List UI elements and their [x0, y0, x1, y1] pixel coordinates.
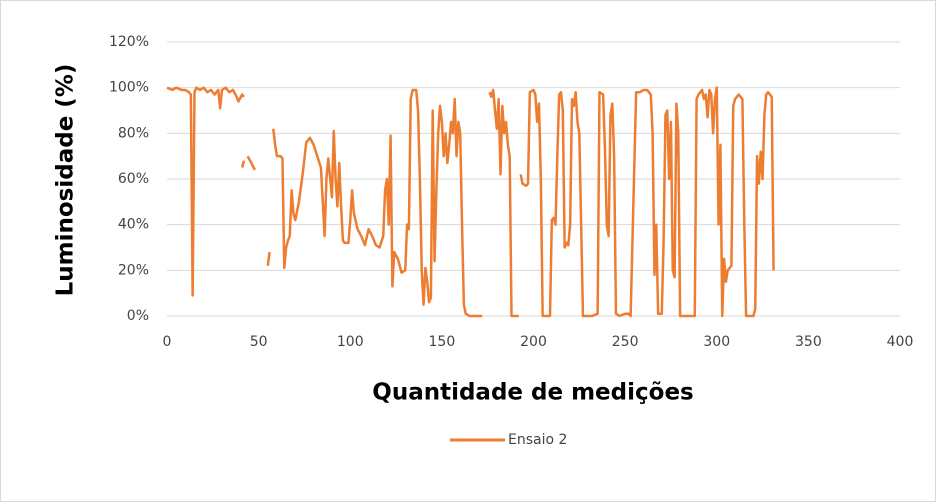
- x-tick-label: 300: [703, 334, 730, 350]
- y-tick-label: 40%: [118, 217, 149, 233]
- y-tick-label: 0%: [127, 308, 149, 324]
- y-tick-label: 100%: [109, 80, 149, 96]
- y-axis-title: Luminosidade (%): [53, 64, 79, 297]
- data-line: [166, 86, 775, 318]
- x-tick-label: 350: [795, 334, 822, 350]
- y-tick-label: 120%: [109, 34, 149, 50]
- x-axis-title: Quantidade de medições: [372, 380, 693, 406]
- x-tick-label: 50: [250, 334, 268, 350]
- x-tick-label: 150: [429, 334, 456, 350]
- x-tick-label: 250: [612, 334, 639, 350]
- x-tick-label: 200: [520, 334, 547, 350]
- y-tick-label: 80%: [118, 125, 149, 141]
- y-tick-label: 60%: [118, 171, 149, 187]
- x-tick-label: 100: [337, 334, 364, 350]
- legend-label: Ensaio 2: [508, 432, 567, 448]
- x-tick-label: 400: [887, 334, 914, 350]
- x-tick-label: 0: [163, 334, 172, 350]
- y-tick-label: 20%: [118, 262, 149, 278]
